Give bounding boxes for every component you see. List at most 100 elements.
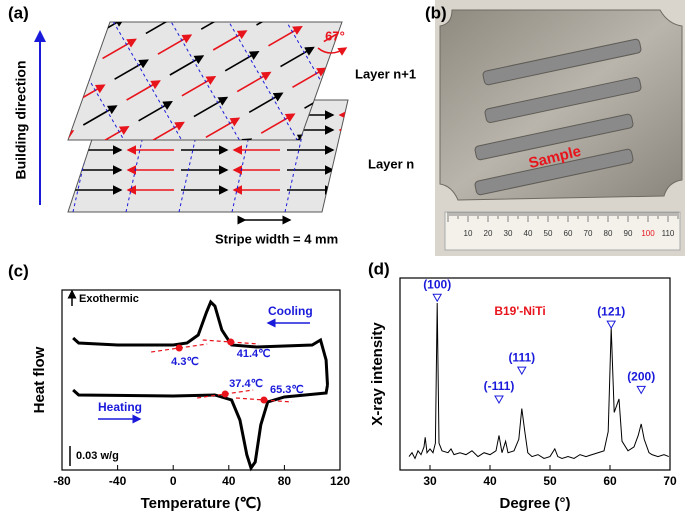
peak-marker [432,293,443,303]
data-line [408,302,669,460]
onset-label: 37.4℃ [229,378,263,390]
x-tick-label: 70 [663,474,677,488]
scan-vector [292,67,327,89]
scan-vector [167,251,200,270]
ruler-label: 70 [584,229,593,238]
x-tick-label: 0 [170,474,177,488]
panel-label: (b) [425,3,447,22]
scan-vector [236,71,272,93]
scale-label: 0.03 w/g [76,450,119,462]
scan-vector [280,46,315,68]
ruler-label: 40 [524,229,533,238]
x-axis-label: Degree (°) [499,495,570,512]
ruler-label: 100 [641,229,655,238]
scan-vector [126,80,161,101]
ruler-label: 60 [564,229,573,238]
axis-label: Building direction [13,61,29,180]
panel-label: (d) [368,259,390,278]
stripe-boundary [68,22,251,140]
panel-b: Sample 10 20 30 40 50 60 70 80 90 100 110 (b) [425,0,685,256]
scan-vector [384,126,417,145]
scan-vector [102,38,137,60]
slot [474,113,634,161]
stripe-boundary [178,100,205,212]
scan-vector [181,75,217,97]
scan-vector [114,59,149,80]
stripe-boundary [92,22,294,140]
scan-vector [353,172,386,191]
stripe-boundary [231,100,258,212]
scan-vector [79,0,112,17]
onset-point [227,338,235,346]
x-tick-label: 50 [543,474,557,488]
peak-marker [606,320,617,330]
stripe-boundary [136,22,337,140]
ruler-label: 50 [544,229,553,238]
x-tick-label: -80 [53,474,71,488]
scan-vector [100,235,133,254]
x-tick-label: 120 [330,474,350,488]
slot [474,148,634,196]
stripe-boundary [125,100,152,212]
scan-vector [268,25,303,47]
scan-vector [134,0,167,13]
scan-vector [212,30,248,51]
scan-vector [155,231,188,250]
peak-label: (100) [423,277,451,291]
onset-point [175,344,183,352]
scan-vector [94,125,130,140]
annotation: B19'-NiTi [494,304,545,318]
x-tick-label: 60 [603,474,617,488]
onset-point [260,396,268,404]
scan-vector [367,0,400,17]
layer-label: Layer n+1 [355,66,416,81]
panel-d: 30 40 50 60 70 Degree (°) X-ray intensity (d) B1… [368,259,677,511]
ruler-label: 30 [504,229,513,238]
peak-marker [516,366,527,376]
angle-arc [317,47,348,56]
x-axis-label: Temperature (℃) [141,495,262,512]
panel-a: (a) Building direction 67° Layer n+1 Lay… [0,0,424,316]
scan-vector [372,106,405,125]
scan-vector [224,50,260,72]
scan-vector [193,96,229,118]
plot-frame [399,277,671,471]
scan-vector [205,117,241,139]
y-axis-label: X-ray intensity [369,322,386,426]
onset-label: 41.4℃ [237,348,271,360]
x-tick-label: 40 [222,474,236,488]
stripe-boundary [72,100,99,212]
ruler-label: 90 [624,229,633,238]
onset-point [221,390,229,398]
y-axis-label: Heat flow [31,346,48,413]
peak-label: (121) [597,304,625,318]
slot [482,38,642,86]
ruler-label: 10 [464,229,473,238]
scan-vector [112,256,145,275]
ruler-label: 20 [484,229,493,238]
panel-c: -80 -40 0 40 80 120 Temperature (℃) Heat flow (c… [8,261,350,511]
scan-vector [136,297,169,316]
data-line [72,299,329,386]
scan-vector [0,6,1,25]
slot [484,76,642,124]
series-label: Heating [98,400,142,414]
peak-marker [494,395,504,404]
scan-vector [88,214,121,233]
scan-vector [200,22,235,30]
scan-vector [312,2,345,21]
peak-label: (-111) [484,379,515,393]
scan-vector [391,39,424,58]
scan-vector [82,105,118,126]
panel-label: (c) [8,261,29,280]
scan-vector [68,42,82,64]
ruler [444,211,681,251]
ruler-label: 80 [604,229,613,238]
peak-marker [636,385,647,395]
layer-label: Layer n [368,156,414,171]
scan-vector [189,0,222,8]
ruler-label: 110 [662,229,675,238]
peak-label: (111) [508,350,535,364]
onset-label: 4.3℃ [171,356,199,368]
x-tick-label: 40 [483,474,497,488]
